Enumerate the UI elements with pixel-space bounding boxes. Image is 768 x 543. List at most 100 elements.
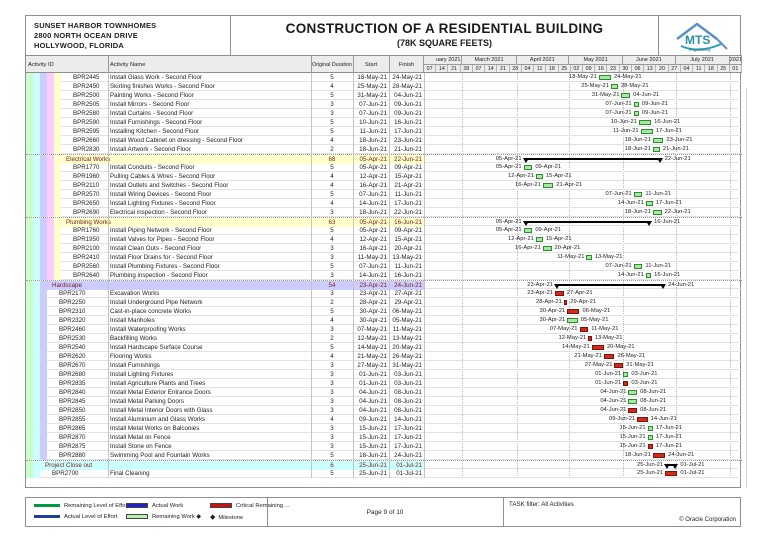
bar-finish-label: 03-Jun-21 bbox=[631, 371, 658, 377]
start-cell: 31-May-21 bbox=[357, 92, 387, 99]
wbs-band-stripe bbox=[26, 406, 33, 415]
activity-name: Installing Kitchen - Second Floor bbox=[110, 128, 200, 135]
wbs-band-stripe bbox=[33, 163, 40, 172]
activity-name: Final Cleaning bbox=[110, 470, 150, 477]
bar-start-label: 25-Jun-21 bbox=[637, 462, 664, 468]
wbs-band-stripe bbox=[47, 226, 54, 235]
bar-finish-label: 09-Apr-21 bbox=[535, 164, 562, 170]
wbs-band-stripe bbox=[54, 127, 61, 136]
wbs-band-stripe bbox=[40, 271, 47, 280]
wbs-band-stripe bbox=[40, 433, 47, 442]
remaining-work-bar bbox=[645, 273, 652, 278]
wbs-band-stripe bbox=[33, 235, 40, 244]
wbs-band-stripe bbox=[47, 190, 54, 199]
duration-cell: 3 bbox=[330, 254, 334, 261]
wbs-band-stripe bbox=[40, 181, 47, 190]
week-cell: 14 bbox=[436, 65, 449, 72]
bar-start-label: 18-Jun-21 bbox=[624, 137, 651, 143]
duration-cell: 4 bbox=[330, 353, 334, 360]
finish-cell: 17-Jun-21 bbox=[394, 200, 422, 207]
wbs-band-stripe bbox=[40, 442, 47, 451]
gantt-row: 12-Apr-21 15-Apr-21 bbox=[424, 172, 742, 181]
wbs-band-stripe bbox=[40, 226, 47, 235]
bar-finish-label: 09-Apr-21 bbox=[535, 227, 562, 233]
wbs-band-stripe bbox=[54, 226, 61, 235]
activity-id: BPR2850 bbox=[59, 407, 86, 414]
bar-start-label: 07-Jun-21 bbox=[605, 191, 632, 197]
start-cell: 16-Apr-21 bbox=[359, 245, 387, 252]
wbs-band-stripe bbox=[33, 415, 40, 424]
wbs-band-stripe bbox=[40, 172, 47, 181]
bar-finish-label: 27-Apr-21 bbox=[566, 290, 593, 296]
gantt-row: 09-Jun-21 14-Jun-21 bbox=[424, 415, 742, 424]
wbs-band-stripe bbox=[40, 307, 47, 316]
wbs-band-stripe bbox=[26, 469, 33, 478]
wbs-band-stripe bbox=[33, 442, 40, 451]
wbs-band-stripe bbox=[40, 127, 47, 136]
column-divider bbox=[108, 73, 109, 478]
legend-label: Milestone bbox=[218, 515, 244, 522]
wbs-band-stripe bbox=[26, 433, 33, 442]
wbs-band-stripe bbox=[26, 361, 33, 370]
wbs-band-stripe bbox=[33, 406, 40, 415]
bar-start-label: 09-Jun-21 bbox=[609, 416, 636, 422]
activity-id: BPR2620 bbox=[59, 353, 86, 360]
wbs-band-stripe bbox=[33, 370, 40, 379]
activity-id: BPR2570 bbox=[73, 191, 100, 198]
week-cell: 11 bbox=[693, 65, 706, 72]
week-cell: 11 bbox=[534, 65, 547, 72]
wbs-band-stripe bbox=[47, 253, 54, 262]
gantt-row: 04-Jun-21 08-Jun-21 bbox=[424, 397, 742, 406]
start-cell: 12-Apr-21 bbox=[359, 236, 387, 243]
remaining-work-bar bbox=[598, 75, 611, 80]
start-cell: 11-May-21 bbox=[357, 254, 387, 261]
activity-row: BPR2835 Install Agriculture Plants and Tr… bbox=[26, 379, 742, 388]
wbs-band-stripe bbox=[40, 91, 47, 100]
bar-finish-label: 11-Jun-21 bbox=[645, 191, 672, 197]
remaining-work-bar bbox=[628, 390, 638, 395]
bar-start-label: 07-Jun-21 bbox=[605, 101, 632, 107]
start-cell: 30-Apr-21 bbox=[359, 317, 387, 324]
finish-cell: 06-May-21 bbox=[392, 308, 422, 315]
finish-cell: 13-May-21 bbox=[392, 254, 422, 261]
wbs-band-stripe bbox=[33, 208, 40, 217]
wbs-band-stripe bbox=[26, 100, 33, 109]
start-cell: 14-Jun-21 bbox=[359, 200, 387, 207]
start-cell: 15-Jun-21 bbox=[359, 443, 387, 450]
remaining-work-bar bbox=[523, 228, 533, 233]
critical-bar bbox=[603, 354, 615, 359]
wbs-band-stripe bbox=[33, 226, 40, 235]
activity-name: Flooring Works bbox=[110, 353, 152, 360]
wbs-band-stripe bbox=[26, 163, 33, 172]
remaining-work-bar bbox=[628, 399, 638, 404]
wbs-group-row: Hardscape 54 23-Apr-21 24-Jun-21 23-Apr-21 24… bbox=[26, 280, 742, 290]
gantt-row: 07-Jun-21 09-Jun-21 bbox=[424, 100, 742, 109]
bar-finish-label: 17-Jun-21 bbox=[655, 200, 682, 206]
remaining-work-bar bbox=[647, 435, 653, 440]
wbs-band-stripe bbox=[33, 136, 40, 145]
activity-id: BPR1760 bbox=[73, 227, 100, 234]
wbs-group-name: Electrical Works bbox=[66, 156, 111, 163]
wbs-band-stripe bbox=[40, 289, 47, 298]
start-cell: 30-Apr-21 bbox=[359, 308, 387, 315]
bar-finish-label: 29-Apr-21 bbox=[570, 299, 597, 305]
wbs-band-stripe bbox=[26, 91, 33, 100]
week-cell: 13 bbox=[644, 65, 657, 72]
page-number: Page 9 of 10 bbox=[366, 508, 404, 516]
activity-row: BPR1950 Install Valves for Pipes - Second… bbox=[26, 235, 742, 244]
bar-finish-label: 17-Jun-21 bbox=[655, 128, 682, 134]
wbs-band-stripe bbox=[40, 208, 47, 217]
bar-finish-label: 03-Jun-21 bbox=[631, 380, 658, 386]
week-cell: 28 bbox=[461, 65, 473, 72]
wbs-band-stripe bbox=[33, 262, 40, 271]
activity-row: BPR2505 Install Mirrors - Second Floor 3 07… bbox=[26, 100, 742, 109]
activity-row: BPR2845 Install Metal Parking Doors 3 04-Ju… bbox=[26, 397, 742, 406]
gantt-row: 23-Apr-21 27-Apr-21 bbox=[424, 289, 742, 298]
activity-name: Install Piping Network - Second Floor bbox=[110, 227, 212, 234]
activity-id: BPR2445 bbox=[73, 74, 100, 81]
start-cell: 18-Jun-21 bbox=[359, 146, 387, 153]
remaining-work-bar bbox=[610, 84, 618, 89]
bar-red-icon bbox=[210, 502, 232, 508]
start-cell: 23-Apr-21 bbox=[359, 282, 387, 289]
activity-id: BPR2590 bbox=[73, 119, 100, 126]
